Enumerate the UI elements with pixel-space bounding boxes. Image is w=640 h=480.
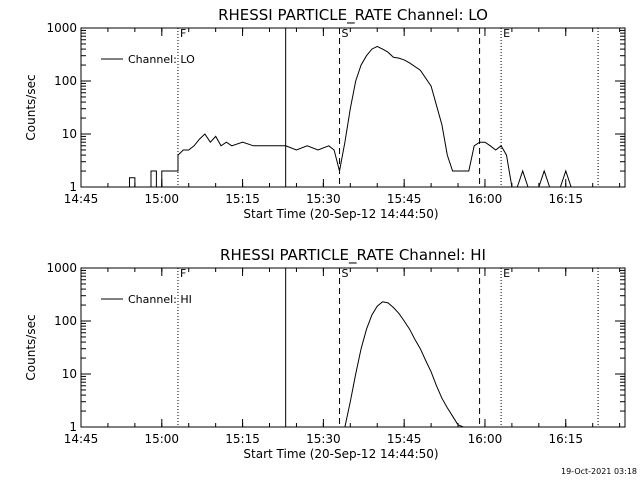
time-marker-label: E bbox=[503, 27, 510, 40]
y-tick-label: 10 bbox=[62, 127, 77, 141]
x-tick-label: 16:15 bbox=[548, 432, 583, 446]
x-tick-label: 15:00 bbox=[144, 432, 179, 446]
chart-title: RHESSI PARTICLE_RATE Channel: HI bbox=[220, 246, 486, 265]
plot-timestamp: 19-Oct-2021 03:18 bbox=[561, 467, 637, 476]
x-axis-label: Start Time (20-Sep-12 14:44:50) bbox=[243, 447, 438, 461]
y-tick-label: 1000 bbox=[46, 21, 77, 35]
time-marker-label: E bbox=[503, 267, 510, 280]
x-tick-label: 15:30 bbox=[306, 432, 341, 446]
y-tick-label: 1 bbox=[69, 420, 77, 434]
y-axis-label: Counts/sec bbox=[24, 314, 38, 380]
x-tick-label: 14:45 bbox=[64, 432, 99, 446]
chart-panel-1: RHESSI PARTICLE_RATE Channel: LO 1 10 100 10… bbox=[24, 6, 626, 221]
chart-title: RHESSI PARTICLE_RATE Channel: LO bbox=[218, 6, 488, 25]
y-axis-label: Counts/sec bbox=[24, 74, 38, 140]
y-tick-label: 100 bbox=[54, 314, 77, 328]
series-line-1 bbox=[129, 45, 588, 187]
y-tick-label: 100 bbox=[54, 74, 77, 88]
x-axis-label: Start Time (20-Sep-12 14:44:50) bbox=[243, 207, 438, 221]
x-tick-label: 16:00 bbox=[468, 192, 503, 206]
time-marker-label: F bbox=[180, 27, 186, 40]
y-tick-label: 10 bbox=[62, 367, 77, 381]
time-marker-label: F bbox=[180, 267, 186, 280]
x-tick-label: 15:45 bbox=[387, 192, 422, 206]
chart-panel-2: RHESSI PARTICLE_RATE Channel: HI 1 10 100 10… bbox=[24, 246, 626, 461]
plot-frame bbox=[80, 27, 626, 188]
plot-frame bbox=[80, 267, 626, 428]
x-tick-label: 15:30 bbox=[306, 192, 341, 206]
series-line-1 bbox=[344, 301, 464, 427]
y-tick-label: 1 bbox=[69, 180, 77, 194]
y-tick-label: 1000 bbox=[46, 261, 77, 275]
x-tick-label: 15:15 bbox=[225, 192, 260, 206]
x-tick-label: 16:15 bbox=[548, 192, 583, 206]
x-tick-label: 15:15 bbox=[225, 432, 260, 446]
time-marker-label: S bbox=[342, 27, 349, 40]
legend-entry: Channel: LO bbox=[128, 53, 195, 66]
legend-entry: Channel: HI bbox=[128, 293, 192, 306]
x-tick-label: 16:00 bbox=[468, 432, 503, 446]
x-tick-label: 15:00 bbox=[144, 192, 179, 206]
x-tick-label: 14:45 bbox=[64, 192, 99, 206]
x-tick-label: 15:45 bbox=[387, 432, 422, 446]
time-marker-label: S bbox=[342, 267, 349, 280]
